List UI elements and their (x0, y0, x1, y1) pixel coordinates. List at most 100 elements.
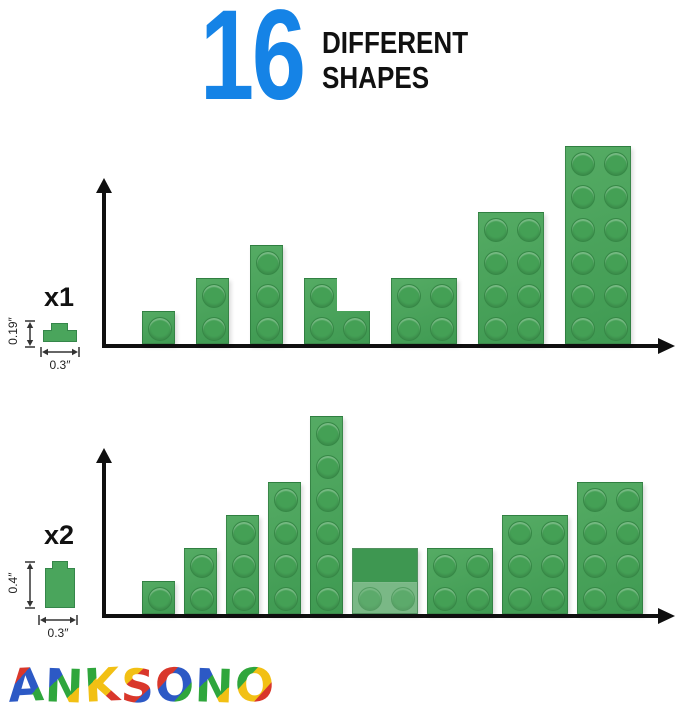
plate-chart (96, 146, 675, 354)
x-axis-line (102, 344, 658, 348)
stud-icon (540, 520, 565, 545)
block-legend: x2 0.4″ 0.3″ (0, 518, 100, 643)
stud-icon (309, 283, 334, 308)
stud-icon (603, 283, 628, 308)
y-axis-arrow-icon (96, 448, 112, 463)
brick-2x4 (478, 212, 544, 344)
stud-icon (255, 250, 280, 275)
stud-icon (255, 316, 280, 341)
stud-icon (315, 553, 340, 578)
stud-icon (273, 520, 298, 545)
brick-1x2 (184, 548, 217, 614)
block-chart (96, 416, 675, 624)
logo-letter: S (119, 658, 156, 714)
stud-icon (570, 283, 595, 308)
stud-icon (315, 454, 340, 479)
brand-logo: ANKSONO (7, 656, 277, 714)
brick-1x2 (196, 278, 229, 344)
stud-icon (603, 217, 628, 242)
x-axis-arrow-icon (658, 608, 675, 624)
stud-icon (396, 283, 421, 308)
stud-icon (582, 553, 607, 578)
plate-legend: x1 0.19″ 0.3″ (0, 280, 100, 380)
slope-face (353, 549, 417, 584)
stud-icon (615, 520, 640, 545)
brick-2x3 (502, 515, 568, 614)
x-axis-arrow-icon (658, 338, 675, 354)
stud-icon (315, 586, 340, 611)
stud-icon (516, 250, 541, 275)
plate-height-label: 0.19″ (6, 317, 20, 345)
brick-1x1 (142, 581, 175, 614)
stud-icon (273, 553, 298, 578)
stud-icon (315, 520, 340, 545)
title-line1: DIFFERENT (322, 25, 469, 60)
block-side-view-stud-icon (52, 561, 68, 569)
brick-2x2 (391, 278, 457, 344)
stud-icon (570, 151, 595, 176)
y-axis-line (102, 460, 106, 618)
stud-icon (615, 553, 640, 578)
height-dimension-arrow-icon (25, 320, 35, 348)
stud-icon (231, 586, 256, 611)
brick-2x2-slope (352, 548, 418, 614)
width-dimension-arrow-icon (38, 615, 78, 625)
stud-icon (147, 586, 172, 611)
logo-letter: N (43, 658, 86, 714)
stud-icon (231, 553, 256, 578)
stud-icon (570, 217, 595, 242)
stud-icon (432, 586, 457, 611)
stud-icon (357, 586, 382, 611)
stud-icon (582, 520, 607, 545)
stud-icon (516, 217, 541, 242)
plate-side-view-stud-icon (51, 323, 68, 331)
stud-icon (516, 316, 541, 341)
stud-icon (189, 553, 214, 578)
logo-letter: K (82, 657, 123, 713)
logo-letter: N (194, 658, 236, 714)
stud-icon (273, 586, 298, 611)
width-dimension-arrow-icon (40, 347, 80, 357)
stud-icon (603, 250, 628, 275)
plate-chart-y-axis (96, 178, 112, 348)
stud-icon (516, 283, 541, 308)
stud-icon (465, 586, 490, 611)
stud-icon (570, 184, 595, 209)
block-width-label: 0.3″ (47, 626, 69, 640)
stud-icon (201, 283, 226, 308)
stud-icon (483, 250, 508, 275)
stud-icon (315, 487, 340, 512)
stud-icon (582, 586, 607, 611)
title-count: 16 (200, 0, 306, 127)
plate-width-label: 0.3″ (49, 358, 71, 372)
stud-icon (507, 553, 532, 578)
plate-chart-x-axis (102, 338, 675, 354)
brick-2x2-corner (304, 278, 370, 344)
stud-icon (570, 250, 595, 275)
stud-icon (189, 586, 214, 611)
stud-icon (483, 217, 508, 242)
stud-icon (603, 316, 628, 341)
stud-icon (201, 316, 226, 341)
stud-icon (615, 487, 640, 512)
stud-icon (483, 316, 508, 341)
stud-icon (147, 316, 172, 341)
stud-icon (342, 316, 367, 341)
brick-1x1 (142, 311, 175, 344)
block-chart-x-axis (102, 608, 675, 624)
logo-letter: O (233, 656, 277, 714)
brick-2x6 (565, 146, 631, 344)
stud-icon (429, 316, 454, 341)
stud-icon (582, 487, 607, 512)
brick-1x6 (310, 416, 343, 614)
x-axis-line (102, 614, 658, 618)
stud-icon (315, 421, 340, 446)
block-height-label: 0.4″ (6, 572, 20, 594)
stud-icon (507, 586, 532, 611)
stud-icon (483, 283, 508, 308)
y-axis-line (102, 190, 106, 348)
stud-icon (273, 487, 298, 512)
plate-bricks (102, 88, 658, 344)
brick-2x2 (427, 548, 493, 614)
